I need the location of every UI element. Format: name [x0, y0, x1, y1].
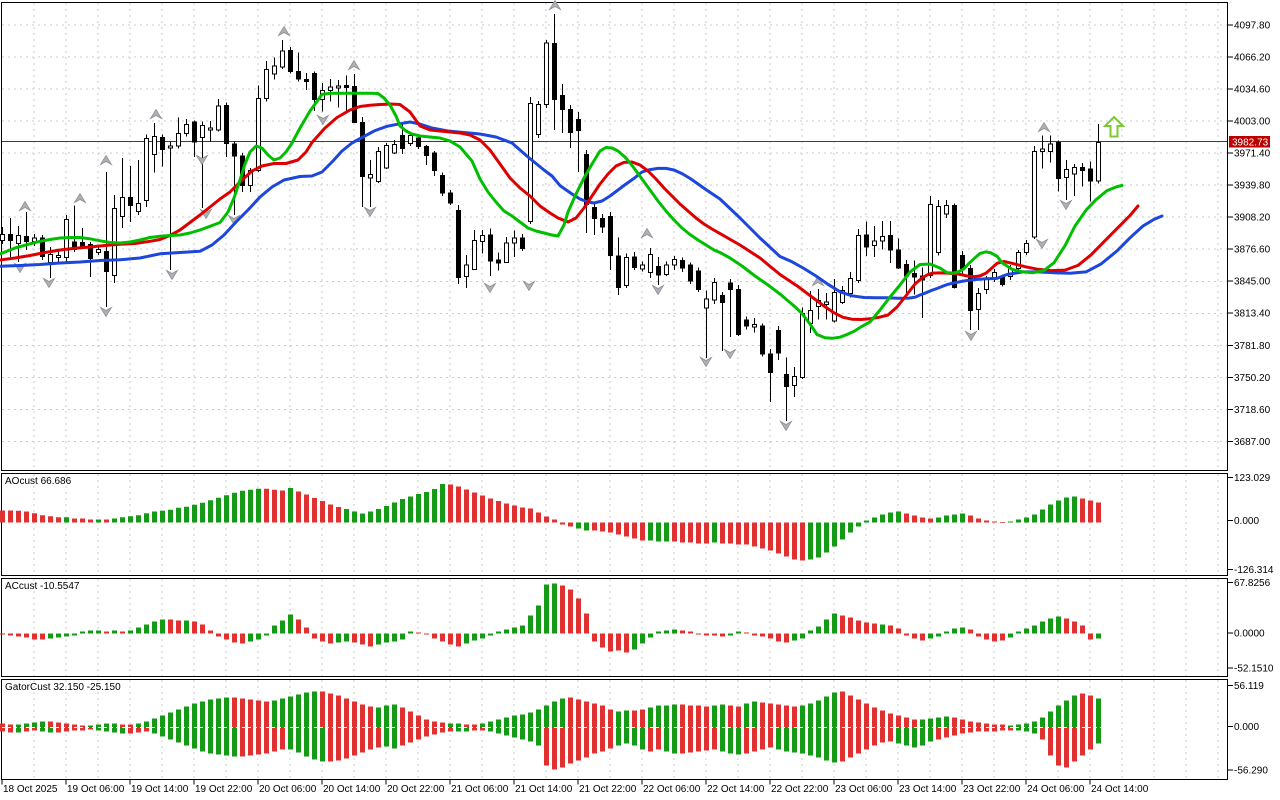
svg-text:23 Oct 22:00: 23 Oct 22:00 [963, 784, 1021, 795]
svg-text:21 Oct 06:00: 21 Oct 06:00 [451, 784, 509, 795]
svg-text:4034.60: 4034.60 [1234, 84, 1271, 95]
svg-text:-56.290: -56.290 [1234, 766, 1268, 777]
svg-text:56.119: 56.119 [1234, 681, 1264, 692]
svg-text:3750.20: 3750.20 [1234, 373, 1271, 384]
svg-text:22 Oct 22:00: 22 Oct 22:00 [771, 784, 829, 795]
svg-text:-52.1510: -52.1510 [1234, 664, 1274, 675]
svg-text:0.000: 0.000 [1234, 516, 1259, 527]
svg-text:3939.80: 3939.80 [1234, 181, 1271, 192]
svg-text:AOcust 66.686: AOcust 66.686 [5, 476, 72, 487]
svg-text:123.029: 123.029 [1234, 473, 1271, 484]
svg-text:ACcust -10.5547: ACcust -10.5547 [5, 581, 80, 592]
svg-text:3718.60: 3718.60 [1234, 405, 1271, 416]
svg-text:-126.314: -126.314 [1234, 565, 1274, 576]
svg-text:19 Oct 14:00: 19 Oct 14:00 [131, 784, 189, 795]
svg-text:19 Oct 22:00: 19 Oct 22:00 [195, 784, 253, 795]
svg-text:3971.40: 3971.40 [1234, 149, 1271, 160]
svg-text:3876.60: 3876.60 [1234, 245, 1271, 256]
svg-text:20 Oct 22:00: 20 Oct 22:00 [387, 784, 445, 795]
svg-text:18 Oct 2025: 18 Oct 2025 [3, 784, 58, 795]
svg-text:3982.73: 3982.73 [1232, 138, 1269, 149]
svg-text:24 Oct 14:00: 24 Oct 14:00 [1091, 784, 1149, 795]
svg-text:4066.20: 4066.20 [1234, 52, 1271, 63]
svg-text:20 Oct 14:00: 20 Oct 14:00 [323, 784, 381, 795]
svg-text:22 Oct 06:00: 22 Oct 06:00 [643, 784, 701, 795]
svg-text:22 Oct 14:00: 22 Oct 14:00 [707, 784, 765, 795]
svg-text:23 Oct 06:00: 23 Oct 06:00 [835, 784, 893, 795]
svg-text:3813.40: 3813.40 [1234, 309, 1271, 320]
svg-text:0.000: 0.000 [1234, 722, 1259, 733]
svg-text:3687.00: 3687.00 [1234, 437, 1271, 448]
svg-text:24 Oct 06:00: 24 Oct 06:00 [1027, 784, 1085, 795]
svg-text:19 Oct 06:00: 19 Oct 06:00 [67, 784, 125, 795]
svg-text:21 Oct 14:00: 21 Oct 14:00 [515, 784, 573, 795]
svg-text:20 Oct 06:00: 20 Oct 06:00 [259, 784, 317, 795]
svg-text:GatorCust 32.150 -25.150: GatorCust 32.150 -25.150 [5, 682, 121, 693]
svg-text:0.0000: 0.0000 [1234, 629, 1265, 640]
svg-text:23 Oct 14:00: 23 Oct 14:00 [899, 784, 957, 795]
svg-text:21 Oct 22:00: 21 Oct 22:00 [579, 784, 637, 795]
svg-text:3781.80: 3781.80 [1234, 341, 1271, 352]
svg-text:67.8256: 67.8256 [1234, 578, 1271, 589]
svg-text:3845.00: 3845.00 [1234, 277, 1271, 288]
svg-text:4097.80: 4097.80 [1234, 20, 1271, 31]
svg-text:3908.20: 3908.20 [1234, 213, 1271, 224]
svg-text:4003.00: 4003.00 [1234, 116, 1271, 127]
